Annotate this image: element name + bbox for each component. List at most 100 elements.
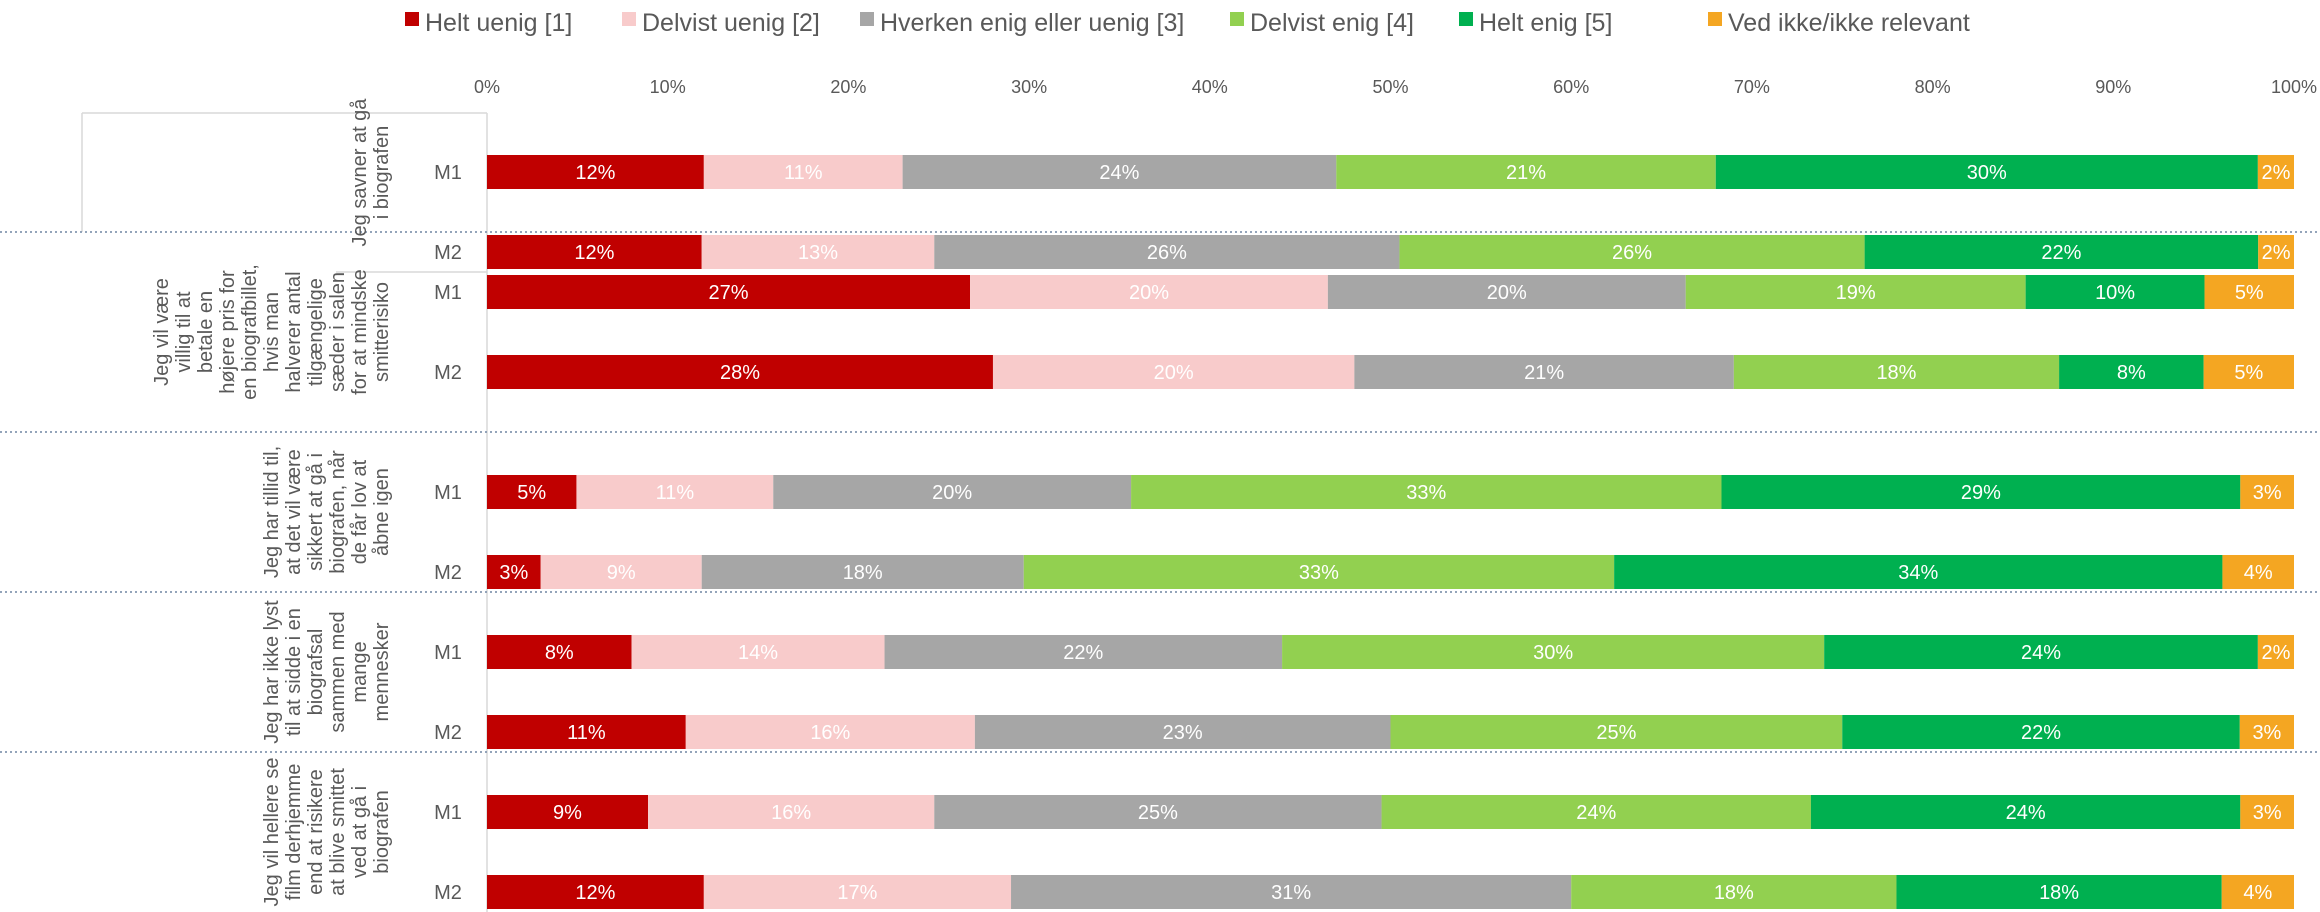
bar-segment: [1390, 715, 1843, 749]
question-label-line: at det vil være: [283, 449, 305, 575]
bar-data-label: 25%: [1138, 802, 1178, 824]
x-tick-label-8: 80%: [1915, 77, 1951, 97]
x-tick-label-7: 70%: [1734, 77, 1770, 97]
bar-segment: [1864, 235, 2259, 269]
bar-data-label: 33%: [1406, 482, 1446, 504]
question-label-line: biografen, når: [327, 450, 349, 574]
bar-segment: [2239, 715, 2294, 749]
question-label-line: ved at gå i: [349, 786, 371, 878]
bar-data-label: 24%: [1099, 162, 1139, 184]
legend-label-5: Helt enig [5]: [1479, 9, 1612, 37]
bar-segment: [703, 155, 903, 189]
bar-segment: [1571, 875, 1897, 909]
question-label-line: åbne igen: [371, 468, 393, 556]
bar-data-label: 3%: [2253, 482, 2282, 504]
bar-data-label: 20%: [1129, 282, 1169, 304]
bar-segment: [2240, 475, 2294, 509]
legend-swatch-6: [1708, 12, 1722, 26]
question-label-line: for at mindske: [349, 269, 371, 395]
bar-segment: [487, 555, 541, 589]
bar-data-label: 3%: [2252, 722, 2281, 744]
bar-category-label: M1: [434, 802, 462, 824]
bar-segment: [902, 155, 1337, 189]
legend-swatch-3: [860, 12, 874, 26]
bar-segment: [1327, 275, 1686, 309]
bar-segment: [631, 635, 885, 669]
legend-label-3: Hverken enig eller uenig [3]: [880, 9, 1184, 37]
question-label-line: betale en: [195, 291, 217, 373]
question-label-line: de får lov at: [349, 459, 371, 564]
legend-label-6: Ved ikke/ikke relevant: [1728, 9, 1970, 37]
bar-data-label: 5%: [2235, 282, 2264, 304]
bar-data-label: 12%: [574, 242, 614, 264]
bar-category-label: M2: [434, 242, 462, 264]
bar-data-label: 12%: [575, 882, 615, 904]
bar-data-label: 27%: [709, 282, 749, 304]
question-label-line: Jeg vil hellere se: [261, 758, 283, 907]
bar-segment: [701, 235, 935, 269]
bar-segment: [1381, 795, 1811, 829]
question-label-line: Jeg vil være: [151, 278, 173, 386]
bar-segment: [540, 555, 702, 589]
x-axis-tick-labels: 0% 10% 20% 30% 40% 50% 60% 70% 80% 90% 100%: [474, 77, 2317, 97]
x-tick-label-4: 40%: [1192, 77, 1228, 97]
x-tick-label-0: 0%: [474, 77, 500, 97]
bar-segment: [1842, 715, 2240, 749]
question-label-line: film derhjemme: [283, 764, 305, 901]
question-label-line: sæder i salen: [327, 272, 349, 392]
bar-data-label: 4%: [2243, 882, 2272, 904]
bar-data-label: 24%: [2021, 642, 2061, 664]
question-label-line: tilgængelige: [305, 278, 327, 386]
bar-data-label: 25%: [1596, 722, 1636, 744]
question-label-line: sikkert at gå i: [305, 453, 327, 571]
bar-segment: [487, 875, 704, 909]
legend-swatch-5: [1459, 12, 1473, 26]
bar-segment: [2222, 555, 2294, 589]
x-tick-label-5: 50%: [1372, 77, 1408, 97]
bar-segment: [2257, 635, 2294, 669]
bar-data-label: 33%: [1299, 562, 1339, 584]
bar-data-label: 34%: [1898, 562, 1938, 584]
bar-data-label: 18%: [843, 562, 883, 584]
bar-data-label: 18%: [1876, 362, 1916, 384]
bar-segment: [2221, 875, 2294, 909]
bar-segment: [1685, 275, 2026, 309]
question-label-line: smitterisiko: [371, 282, 393, 382]
bar-segment: [934, 795, 1382, 829]
bar-category-label: M2: [434, 562, 462, 584]
question-label-line: end at risikere: [305, 769, 327, 895]
bar-segment: [1896, 875, 2222, 909]
bar-data-label: 9%: [607, 562, 636, 584]
bar-data-label: 23%: [1163, 722, 1203, 744]
bar-data-label: 24%: [1576, 802, 1616, 824]
bar-category-label: M2: [434, 722, 462, 744]
legend-label-4: Delvist enig [4]: [1250, 9, 1414, 37]
bar-segment: [1282, 635, 1825, 669]
bar-segment: [1336, 155, 1716, 189]
bar-segment: [487, 235, 702, 269]
bar-segment: [487, 795, 649, 829]
bar-segment: [487, 275, 971, 309]
bar-data-label: 19%: [1836, 282, 1876, 304]
question-label-line: Jeg har ikke lyst: [261, 600, 283, 744]
bar-data-label: 20%: [932, 482, 972, 504]
question-label-line: en biografbillet,: [239, 264, 261, 400]
x-tick-label-3: 30%: [1011, 77, 1047, 97]
bar-segment: [487, 635, 632, 669]
bar-data-label: 2%: [2261, 162, 2290, 184]
legend-swatch-2: [622, 12, 636, 26]
bar-data-label: 16%: [771, 802, 811, 824]
legend-label-2: Delvist uenig [2]: [642, 9, 820, 37]
bar-segment: [1721, 475, 2241, 509]
bar-data-label: 2%: [2262, 242, 2291, 264]
bar-segment: [487, 155, 704, 189]
bar-segment: [773, 475, 1132, 509]
bar-data-label: 29%: [1961, 482, 2001, 504]
bar-segment: [1733, 355, 2060, 389]
bar-data-label: 8%: [2117, 362, 2146, 384]
bar-segment: [1824, 635, 2258, 669]
question-label-line: til at sidde i en: [283, 608, 305, 736]
bar-data-label: 26%: [1612, 242, 1652, 264]
bar-segment: [648, 795, 935, 829]
